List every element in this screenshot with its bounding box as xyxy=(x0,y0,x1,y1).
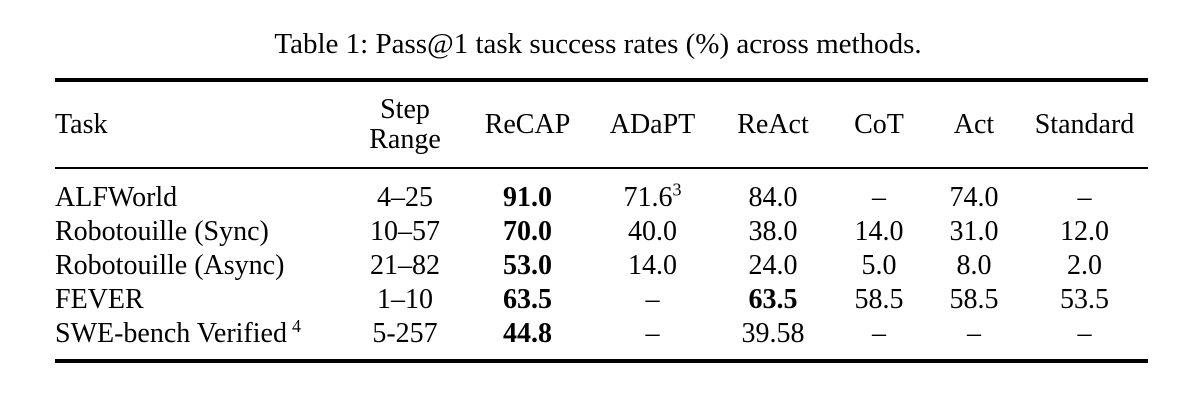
cell-act: 58.5 xyxy=(949,284,999,315)
cell-adapt: 14.0 xyxy=(590,249,715,283)
cell-react: 39.58 xyxy=(741,318,805,349)
cell-cot: 5.0 xyxy=(861,250,897,281)
table-row-robotouille-async: Robotouille (Async) 21–82 53.0 14.0 24.0… xyxy=(55,249,1148,283)
adapt-value: 14.0 xyxy=(628,250,677,281)
cell-cot: – xyxy=(872,182,886,213)
cell-recap: 91.0 xyxy=(503,182,552,213)
cell-adapt: 40.0 xyxy=(590,215,715,249)
cell-recap: 63.5 xyxy=(503,284,552,315)
col-header-recap: ReCAP xyxy=(465,80,590,169)
table-row-robotouille-sync: Robotouille (Sync) 10–57 70.0 40.0 38.0 … xyxy=(55,215,1148,249)
task-label: SWE-bench Verified xyxy=(55,318,287,349)
cell-cot: 58.5 xyxy=(854,284,904,315)
cell-step-range: 21–82 xyxy=(370,250,440,281)
table-row-fever: FEVER 1–10 63.5 – 63.5 58.5 58.5 53.5 xyxy=(55,283,1148,317)
adapt-value: 40.0 xyxy=(628,216,677,247)
cell-task: Robotouille (Sync) xyxy=(55,215,345,249)
task-label: Robotouille (Sync) xyxy=(55,216,269,247)
cell-standard: – xyxy=(1077,182,1092,213)
cell-cot: – xyxy=(872,318,886,349)
cell-react: 24.0 xyxy=(748,250,798,281)
footnote-marker: 3 xyxy=(672,179,682,200)
cell-standard: 53.5 xyxy=(1060,284,1109,315)
footnote-marker: 4 xyxy=(291,315,301,336)
table-row-alfworld: ALFWorld 4–25 91.0 71.63 84.0 – 74.0 – xyxy=(55,168,1148,215)
cell-act: 31.0 xyxy=(949,216,999,247)
cell-standard: 12.0 xyxy=(1060,216,1109,247)
cell-task: ALFWorld xyxy=(55,168,345,215)
cell-adapt: – xyxy=(590,283,715,317)
cell-task: Robotouille (Async) xyxy=(55,249,345,283)
cell-react: 38.0 xyxy=(748,216,798,247)
cell-recap: 70.0 xyxy=(503,216,552,247)
cell-adapt: 71.63 xyxy=(590,168,715,215)
cell-act: 74.0 xyxy=(949,182,999,213)
col-header-act: Act xyxy=(927,80,1021,169)
results-table: Task Step Range ReCAP ADaPT ReAct CoT Ac… xyxy=(55,78,1148,363)
cell-step-range: 4–25 xyxy=(377,182,433,213)
adapt-value: – xyxy=(645,284,660,315)
cell-task: SWE-bench Verified 4 xyxy=(55,317,345,361)
task-label: FEVER xyxy=(55,284,144,315)
cell-standard: – xyxy=(1077,318,1092,349)
cell-step-range: 5-257 xyxy=(372,318,438,349)
cell-act: – xyxy=(967,318,981,349)
adapt-value: 71.6 xyxy=(623,182,673,213)
header-row: Task Step Range ReCAP ADaPT ReAct CoT Ac… xyxy=(55,80,1148,169)
col-header-standard: Standard xyxy=(1021,80,1148,169)
cell-react: 63.5 xyxy=(748,284,798,315)
cell-cot: 14.0 xyxy=(854,216,904,247)
task-label: Robotouille (Async) xyxy=(55,250,285,281)
cell-task: FEVER xyxy=(55,283,345,317)
step-range-line2: Range xyxy=(369,123,441,155)
cell-act: 8.0 xyxy=(956,250,992,281)
col-header-adapt: ADaPT xyxy=(590,80,715,169)
cell-react: 84.0 xyxy=(748,182,798,213)
col-header-step-range: Step Range xyxy=(345,80,465,169)
table-row-swe-bench: SWE-bench Verified 4 5-257 44.8 – 39.58 –… xyxy=(55,317,1148,361)
cell-standard: 2.0 xyxy=(1067,250,1102,281)
col-header-task: Task xyxy=(55,80,345,169)
task-label: ALFWorld xyxy=(55,182,178,213)
cell-step-range: 10–57 xyxy=(370,216,440,247)
cell-step-range: 1–10 xyxy=(377,284,433,315)
col-header-cot: CoT xyxy=(831,80,927,169)
cell-adapt: – xyxy=(590,317,715,361)
cell-recap: 44.8 xyxy=(503,318,552,349)
table-caption: Table 1: Pass@1 task success rates (%) a… xyxy=(274,28,922,60)
col-header-react: ReAct xyxy=(715,80,831,169)
step-range-line1: Step xyxy=(380,93,430,125)
table-container: Task Step Range ReCAP ADaPT ReAct CoT Ac… xyxy=(55,78,1148,363)
adapt-value: – xyxy=(645,318,660,349)
cell-recap: 53.0 xyxy=(503,250,552,281)
